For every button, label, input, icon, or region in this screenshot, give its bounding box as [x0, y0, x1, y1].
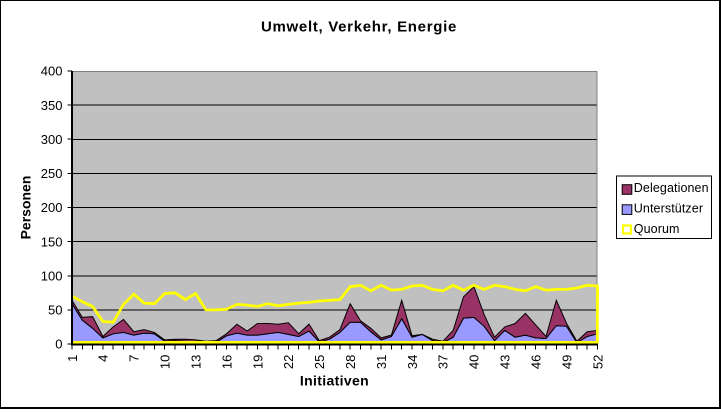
svg-text:Delegationen: Delegationen [634, 181, 709, 195]
svg-text:43: 43 [498, 355, 513, 369]
svg-text:350: 350 [41, 98, 63, 113]
svg-text:52: 52 [590, 355, 605, 369]
svg-text:10: 10 [158, 355, 173, 369]
svg-text:46: 46 [529, 355, 544, 369]
svg-text:37: 37 [436, 355, 451, 369]
svg-text:22: 22 [281, 355, 296, 369]
svg-text:300: 300 [41, 132, 63, 147]
svg-text:28: 28 [343, 355, 358, 369]
svg-text:16: 16 [219, 355, 234, 369]
svg-text:0: 0 [55, 337, 62, 352]
svg-text:50: 50 [48, 303, 62, 318]
svg-text:40: 40 [467, 355, 482, 369]
svg-text:Initiativen: Initiativen [300, 373, 369, 389]
svg-text:7: 7 [127, 355, 142, 362]
svg-text:13: 13 [188, 355, 203, 369]
svg-text:250: 250 [41, 166, 63, 181]
svg-text:400: 400 [41, 64, 63, 79]
svg-text:Quorum: Quorum [634, 222, 680, 236]
svg-text:4: 4 [96, 355, 111, 362]
svg-text:Umwelt, Verkehr, Energie: Umwelt, Verkehr, Energie [261, 19, 457, 36]
svg-text:Unterstützer: Unterstützer [634, 202, 703, 216]
svg-text:19: 19 [250, 355, 265, 369]
svg-text:100: 100 [41, 268, 63, 283]
svg-text:34: 34 [405, 355, 420, 369]
svg-text:25: 25 [312, 355, 327, 369]
svg-text:31: 31 [374, 355, 389, 369]
svg-text:150: 150 [41, 234, 63, 249]
svg-text:200: 200 [41, 200, 63, 215]
svg-text:1: 1 [65, 355, 80, 362]
svg-text:Personen: Personen [18, 176, 34, 240]
svg-text:49: 49 [559, 355, 574, 369]
